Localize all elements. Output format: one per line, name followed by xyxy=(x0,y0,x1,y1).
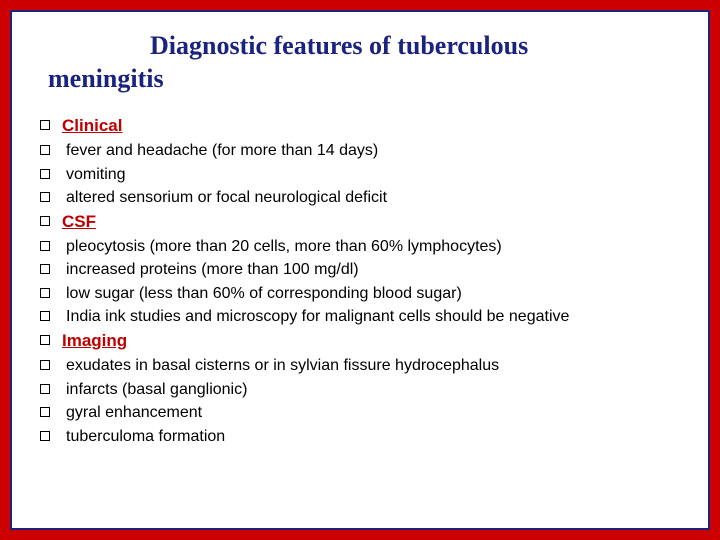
bullet-icon xyxy=(40,145,50,155)
item-text: altered sensorium or focal neurological … xyxy=(62,187,387,209)
section-heading: Imaging xyxy=(40,330,680,353)
bullet-icon xyxy=(40,335,50,345)
bullet-icon xyxy=(40,407,50,417)
bullet-icon xyxy=(40,192,50,202)
title-line-2: meningitis xyxy=(40,63,680,96)
bullet-icon xyxy=(40,264,50,274)
slide-title: Diagnostic features of tuberculous menin… xyxy=(40,30,680,95)
bullet-icon xyxy=(40,431,50,441)
bullet-icon xyxy=(40,288,50,298)
title-line-1: Diagnostic features of tuberculous xyxy=(40,30,680,63)
list-item: fever and headache (for more than 14 day… xyxy=(40,140,680,162)
item-text: low sugar (less than 60% of correspondin… xyxy=(62,283,462,305)
list-item: pleocytosis (more than 20 cells, more th… xyxy=(40,236,680,258)
list-item: India ink studies and microscopy for mal… xyxy=(40,306,680,328)
list-item: gyral enhancement xyxy=(40,402,680,424)
heading-text: CSF xyxy=(62,211,96,234)
heading-text: Clinical xyxy=(62,115,122,138)
item-text: increased proteins (more than 100 mg/dl) xyxy=(62,259,359,281)
list-item: altered sensorium or focal neurological … xyxy=(40,187,680,209)
item-text: exudates in basal cisterns or in sylvian… xyxy=(62,355,499,377)
content-list: Clinical fever and headache (for more th… xyxy=(40,115,680,447)
list-item: infarcts (basal ganglionic) xyxy=(40,379,680,401)
list-item: vomiting xyxy=(40,164,680,186)
bullet-icon xyxy=(40,360,50,370)
section-heading: Clinical xyxy=(40,115,680,138)
bullet-icon xyxy=(40,311,50,321)
heading-text: Imaging xyxy=(62,330,127,353)
item-text: pleocytosis (more than 20 cells, more th… xyxy=(62,236,502,258)
section-heading: CSF xyxy=(40,211,680,234)
outer-red-frame: Diagnostic features of tuberculous menin… xyxy=(0,0,720,540)
item-text: fever and headache (for more than 14 day… xyxy=(62,140,378,162)
bullet-icon xyxy=(40,241,50,251)
list-item: increased proteins (more than 100 mg/dl) xyxy=(40,259,680,281)
inner-content-frame: Diagnostic features of tuberculous menin… xyxy=(10,10,710,530)
item-text: vomiting xyxy=(62,164,126,186)
item-text: infarcts (basal ganglionic) xyxy=(62,379,247,401)
bullet-icon xyxy=(40,169,50,179)
item-text: tuberculoma formation xyxy=(62,426,225,448)
bullet-icon xyxy=(40,216,50,226)
list-item: low sugar (less than 60% of correspondin… xyxy=(40,283,680,305)
item-text: gyral enhancement xyxy=(62,402,202,424)
list-item: tuberculoma formation xyxy=(40,426,680,448)
bullet-icon xyxy=(40,384,50,394)
list-item: exudates in basal cisterns or in sylvian… xyxy=(40,355,680,377)
bullet-icon xyxy=(40,120,50,130)
item-text: India ink studies and microscopy for mal… xyxy=(62,306,569,328)
